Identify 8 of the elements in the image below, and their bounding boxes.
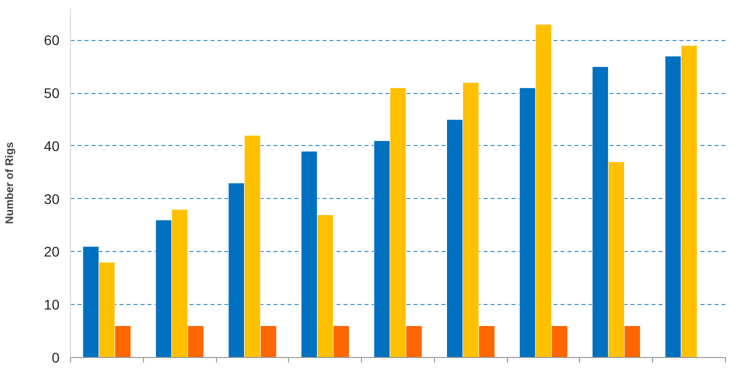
y-tick-label: 0	[52, 350, 60, 366]
y-tick-label: 50	[44, 85, 60, 102]
y-tick-label: 60	[44, 32, 60, 48]
y-tick-label: 10	[44, 296, 60, 313]
y-tick-label: 20	[44, 244, 60, 260]
y-tick-label: 40	[44, 138, 60, 154]
y-tick-label: 30	[44, 190, 60, 207]
y-axis-title: Number of Rigs	[4, 142, 16, 224]
